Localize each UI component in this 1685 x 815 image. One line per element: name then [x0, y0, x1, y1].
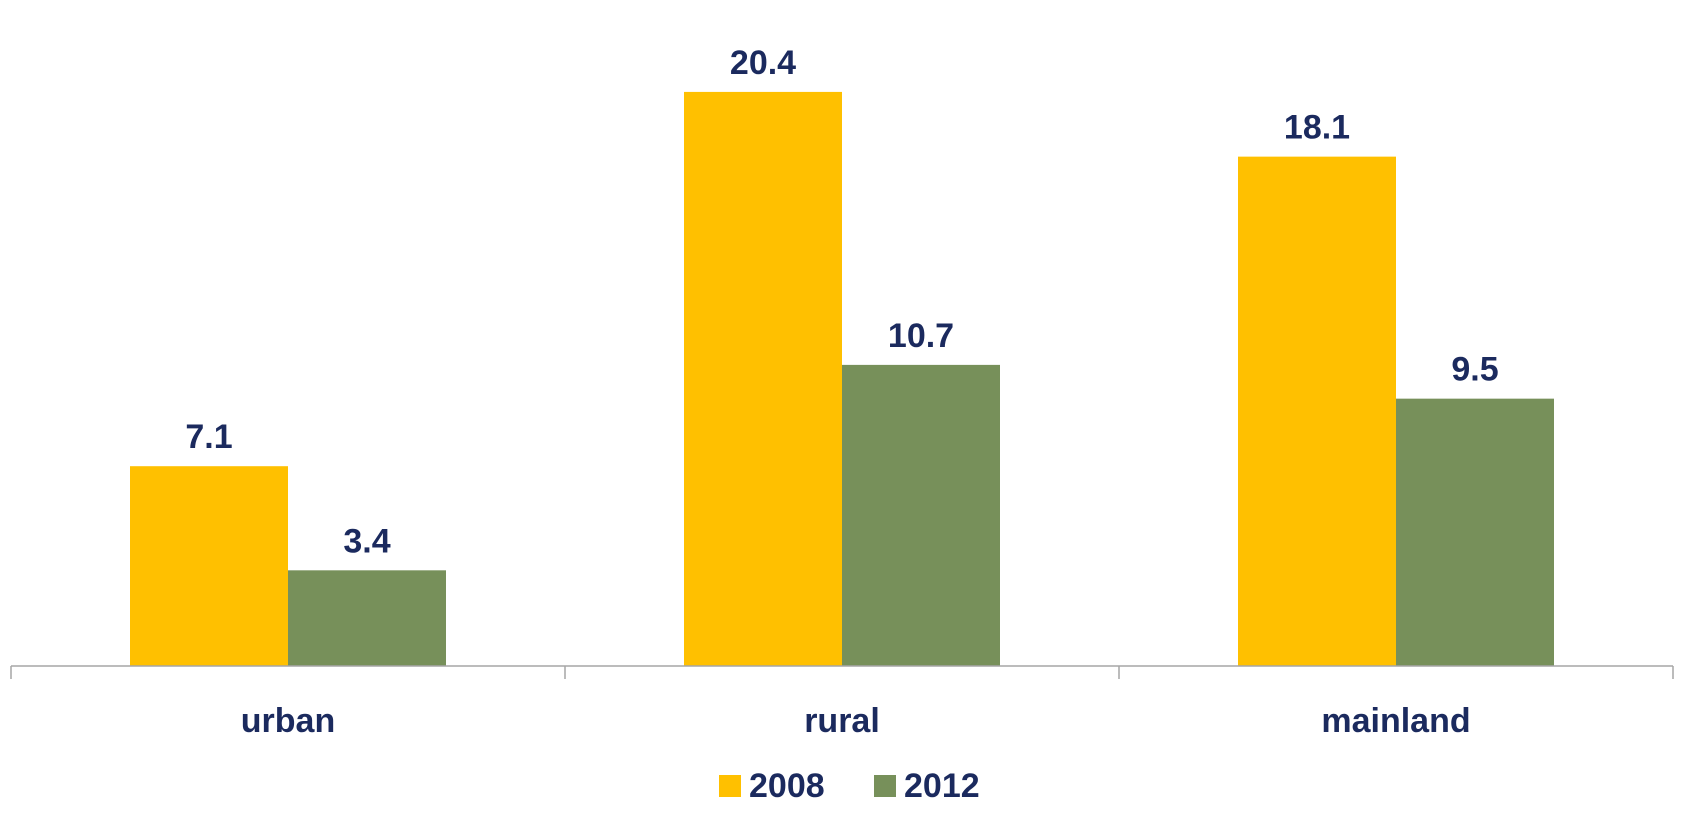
bar-urban-2012 — [288, 570, 446, 666]
legend-swatch-2008 — [719, 775, 741, 797]
category-label-mainland: mainland — [1321, 702, 1470, 740]
value-label-urban-2008: 7.1 — [185, 418, 232, 456]
value-label-rural-2012: 10.7 — [888, 317, 954, 355]
category-labels-group: urban rural mainland — [241, 702, 1471, 740]
bars-group — [130, 91, 1554, 667]
bar-rural-2008 — [684, 91, 842, 667]
category-label-urban: urban — [241, 702, 335, 740]
bar-rural-2012 — [842, 364, 1000, 666]
category-label-rural: rural — [804, 702, 880, 740]
legend-swatch-2012 — [874, 775, 896, 797]
value-label-urban-2012: 3.4 — [343, 522, 390, 560]
x-axis — [10, 665, 1674, 679]
value-label-mainland-2008: 18.1 — [1284, 109, 1350, 147]
legend: 2008 2012 — [719, 767, 980, 805]
value-label-rural-2008: 20.4 — [730, 44, 796, 82]
legend-label-2012: 2012 — [904, 767, 980, 805]
legend-label-2008: 2008 — [749, 767, 825, 805]
bar-mainland-2012 — [1396, 398, 1554, 666]
value-label-mainland-2012: 9.5 — [1451, 351, 1498, 389]
bar-urban-2008 — [130, 466, 288, 666]
bar-mainland-2008 — [1238, 156, 1396, 667]
value-labels-group: 7.1 3.4 20.4 10.7 18.1 9.5 — [185, 44, 1498, 560]
